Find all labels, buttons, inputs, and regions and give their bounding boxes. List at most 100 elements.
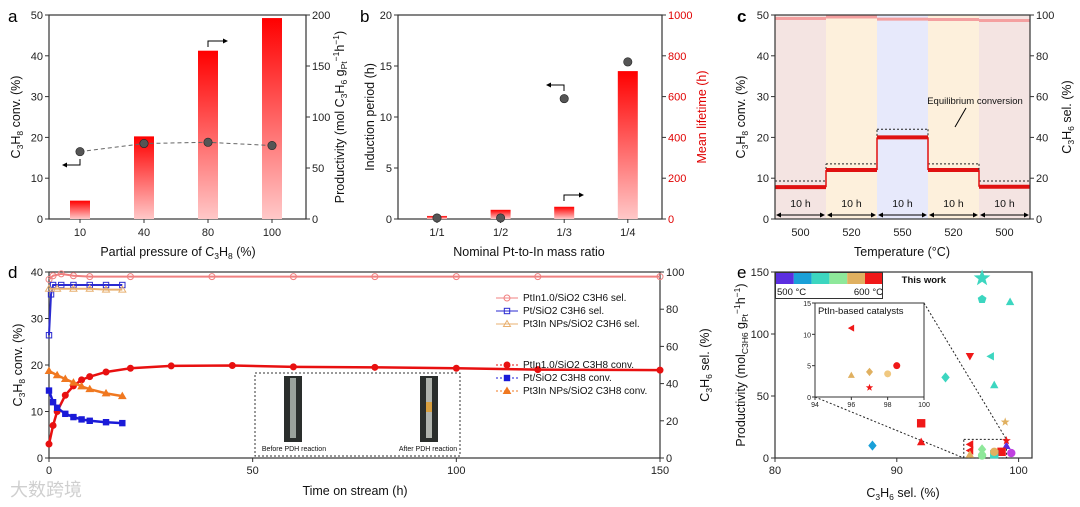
- e-data-point: [868, 440, 877, 451]
- d-data-point: [371, 273, 379, 281]
- d-x-tick-label: 0: [46, 465, 52, 477]
- e-data-point: [916, 419, 926, 428]
- e-data-point: [977, 294, 987, 303]
- d-data-point: [77, 381, 86, 390]
- a-bar: [262, 18, 282, 220]
- e-inset-y-tick-label: 5: [807, 364, 811, 371]
- a-bar: [198, 50, 218, 220]
- d-data-point: [44, 284, 54, 292]
- b-bar: [617, 71, 638, 219]
- b-right-tick-label: 800: [668, 51, 686, 63]
- photo-label-before: Before PDH reaction: [262, 446, 326, 453]
- d-data-point: [52, 370, 62, 379]
- e-colorbar-swatch: [811, 273, 830, 284]
- d-data-point: [45, 332, 53, 339]
- e-data-point: [916, 437, 926, 446]
- d-data-point: [101, 388, 111, 397]
- c-x-tick-label: 520: [842, 227, 860, 239]
- d-data-point: [49, 421, 57, 429]
- b-left-tick-label: 15: [380, 61, 392, 73]
- b-right-tick-label: 600: [668, 92, 686, 104]
- a-left-tick-label: 0: [37, 214, 43, 226]
- d-series-line: [48, 284, 123, 336]
- a-data-point: [267, 141, 277, 151]
- d-data-point: [228, 361, 236, 369]
- c-xlabel: Temperature (°C): [854, 245, 950, 259]
- b-right-tick-label: 1000: [668, 10, 692, 22]
- e-data-point: [990, 447, 999, 456]
- d-right-tick-label: 0: [666, 453, 672, 465]
- colorbar-min-label: 500 °C: [777, 287, 806, 298]
- c-segment-background: [928, 15, 979, 219]
- b-x-tick-label: 1/2: [493, 227, 508, 239]
- c-segment-background: [775, 15, 826, 219]
- a-right-tick-label: 150: [312, 61, 330, 73]
- c-right-tick-label: 100: [1036, 10, 1054, 22]
- d-data-point: [45, 275, 53, 283]
- d-data-point: [53, 404, 61, 411]
- d-legend-label: Pt/SiO2 C3H6 sel.: [523, 306, 604, 317]
- e-colorbar-frame: [775, 272, 883, 299]
- b-left-arrow-head: [546, 82, 551, 88]
- a-right-tick-label: 100: [312, 112, 330, 124]
- e-x-tick-label: 80: [769, 465, 781, 477]
- e-inset-frame: [814, 302, 925, 398]
- c-ylabel-right: C3H6 sel. (%): [1060, 80, 1076, 153]
- c-duration-label: 10 h: [892, 198, 913, 210]
- a-left-tick-label: 40: [31, 51, 43, 63]
- d-left-tick-label: 0: [37, 453, 43, 465]
- b-right-tick-label: 200: [668, 173, 686, 185]
- d-data-point: [62, 410, 69, 418]
- e-ylabel: Productivity (molC3H6 gPt−1h−1): [732, 283, 750, 446]
- b-data-point: [496, 213, 506, 223]
- this-work-label: This work: [902, 275, 947, 286]
- d-legend-marker: [503, 307, 511, 315]
- b-x-tick-label: 1/3: [557, 227, 572, 239]
- e-data-point: [1005, 297, 1015, 306]
- d-data-point: [117, 391, 127, 400]
- e-x-tick-label: 100: [1009, 465, 1027, 477]
- b-right-axis-arrow: [563, 194, 579, 201]
- d-data-point: [101, 285, 111, 293]
- c-duration-label: 10 h: [994, 198, 1015, 210]
- e-zoom-connector: [814, 396, 964, 459]
- colorbar-max-label: 600 °C: [854, 287, 883, 298]
- d-data-point: [102, 418, 110, 426]
- c-right-tick-label: 80: [1036, 51, 1048, 63]
- d-data-point: [289, 363, 297, 371]
- c-annotation-arrow: [954, 107, 967, 128]
- e-inset-x-tick-label: 94: [811, 402, 819, 409]
- a-data-point: [139, 139, 149, 149]
- b-right-tick-label: 400: [668, 132, 686, 144]
- e-data-point: [990, 380, 999, 389]
- d-legend-label: PtIn1.0/SiO2 C3H8 conv.: [523, 360, 634, 371]
- d-legend-label: Pt3In NPs/SiO2 C3H6 sel.: [523, 319, 640, 330]
- d-catalyst-bed-after: [426, 402, 432, 412]
- e-zoom-connector: [923, 302, 1007, 440]
- d-data-point: [70, 281, 77, 289]
- d-left-tick-label: 30: [31, 314, 43, 326]
- e-data-point: [1002, 441, 1011, 449]
- d-right-tick-label: 80: [666, 304, 678, 316]
- b-left-axis-arrow: [550, 84, 565, 91]
- b-ylabel-right: Mean lifetime (h): [695, 70, 709, 163]
- b-ylabel: Induction period (h): [363, 63, 377, 171]
- d-data-point: [86, 417, 93, 425]
- e-inset-data-point: [865, 383, 874, 391]
- d-legend-label: PtIn1.0/SiO2 C3H6 sel.: [523, 293, 626, 304]
- d-data-point: [167, 362, 175, 370]
- e-colorbar-swatch: [776, 273, 794, 284]
- b-left-tick-label: 0: [386, 214, 392, 226]
- d-data-point: [126, 364, 134, 372]
- a-data-point: [75, 147, 85, 157]
- d-data-point: [656, 366, 664, 374]
- d-data-point: [69, 284, 78, 292]
- c-duration-arrowheads: [980, 212, 1029, 218]
- b-data-point: [432, 213, 442, 223]
- d-data-point: [44, 366, 54, 375]
- panel-label-c: c: [737, 7, 746, 26]
- c-duration-arrowheads: [929, 212, 978, 218]
- d-ylabel-right: C3H6 sel. (%): [698, 328, 714, 401]
- d-data-point: [69, 272, 77, 280]
